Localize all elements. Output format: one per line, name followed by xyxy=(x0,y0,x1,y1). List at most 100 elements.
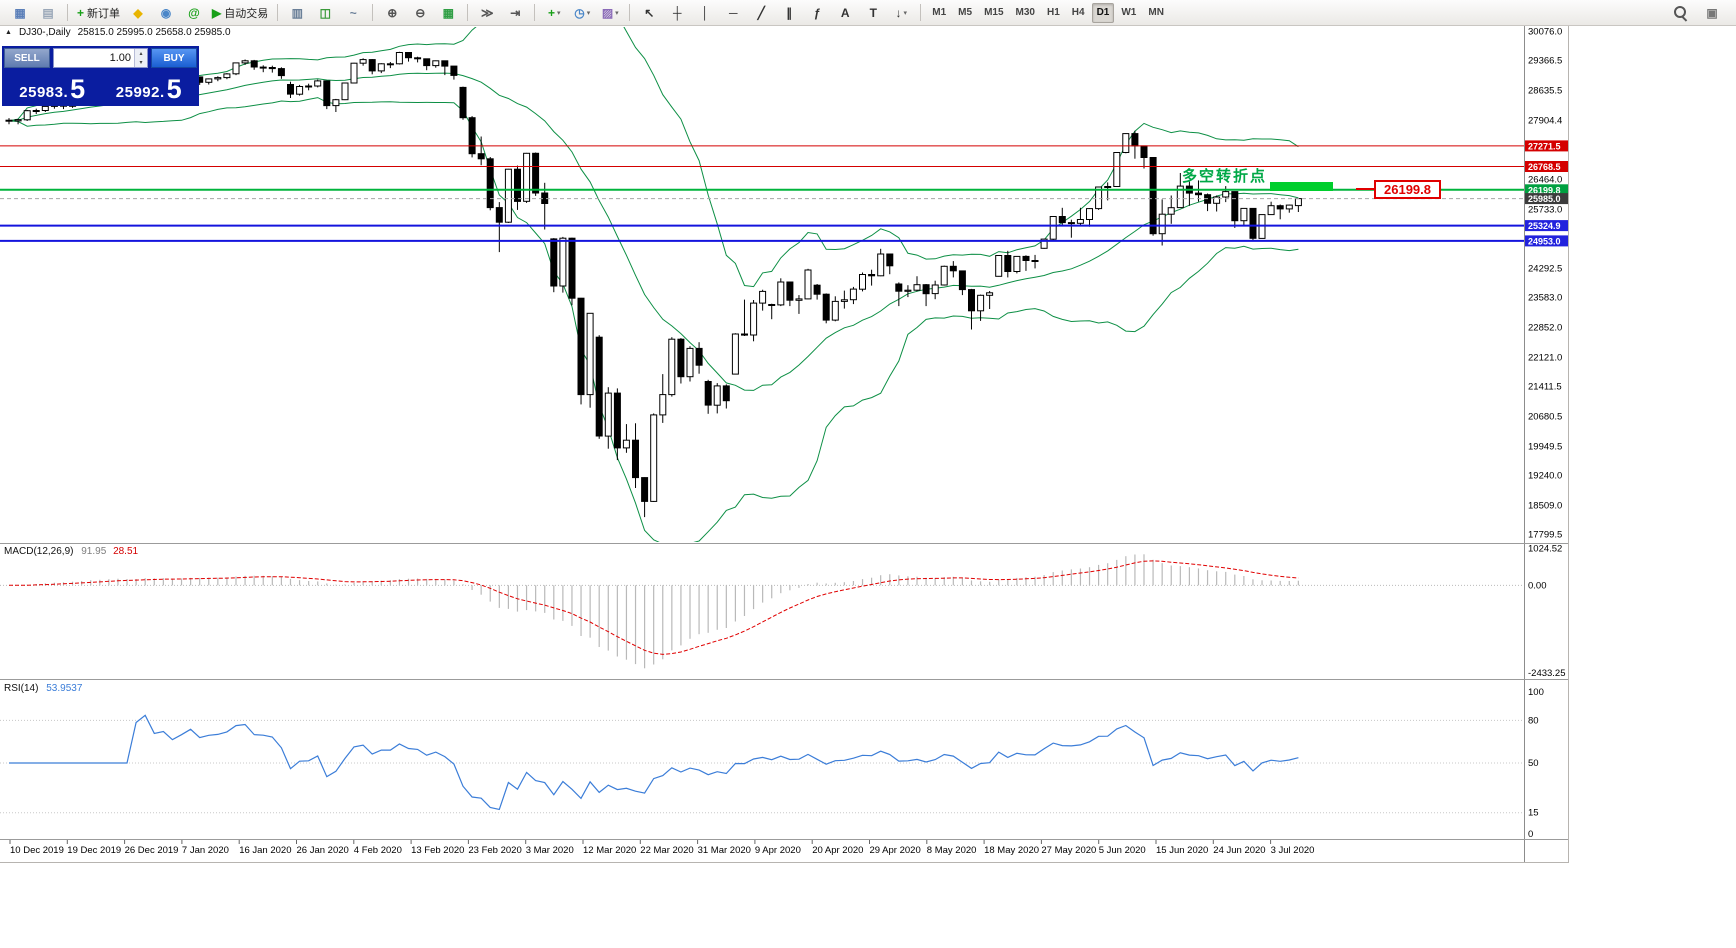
horizontal-line-icon-glyph: ─ xyxy=(728,5,738,20)
date-axis-label[interactable]: 5 Jun 2020 xyxy=(1099,845,1146,856)
autotrading-button[interactable]: ▶ 自动交易 xyxy=(209,2,271,24)
market-icon[interactable]: ◉ xyxy=(153,2,179,24)
templates-icon[interactable]: ▨ ▾ xyxy=(597,2,623,24)
tf-m30[interactable]: M30 xyxy=(1011,3,1040,23)
date-axis-label[interactable]: 31 Mar 2020 xyxy=(698,845,751,856)
cursor-icon[interactable]: ↖ xyxy=(636,2,662,24)
indicators-icon-glyph: + xyxy=(547,5,555,20)
date-axis-label[interactable]: 4 Feb 2020 xyxy=(354,845,402,856)
bollinger-middle-band xyxy=(8,72,1299,391)
tf-h1[interactable]: H1 xyxy=(1042,3,1065,23)
rsi-value: 53.9537 xyxy=(46,683,83,694)
date-axis-label[interactable]: 20 Apr 2020 xyxy=(812,845,863,856)
crosshair-icon[interactable]: ┼ xyxy=(664,2,690,24)
date-axis-label[interactable]: 18 May 2020 xyxy=(984,845,1039,856)
turning-point-annotation[interactable]: 多空转折点 xyxy=(1182,168,1268,185)
zoom-out-icon-glyph: ⊖ xyxy=(415,5,426,20)
periods-icon[interactable]: ◷ ▾ xyxy=(569,2,595,24)
date-axis-label[interactable]: 12 Mar 2020 xyxy=(583,845,636,856)
date-axis-label[interactable]: 3 Mar 2020 xyxy=(526,845,574,856)
tile-windows-icon[interactable]: ▦ xyxy=(435,2,461,24)
date-axis-label[interactable]: 15 Jun 2020 xyxy=(1156,845,1208,856)
autotrading-button-glyph: ▶ xyxy=(212,5,222,20)
one-click-trading-panel: SELL 1.00 ▴ ▾ BUY 25983. 5 25992. 5 xyxy=(2,46,199,106)
search-icon[interactable] xyxy=(1667,2,1693,24)
volume-decrease-button[interactable]: ▾ xyxy=(135,58,147,67)
rsi-label: RSI(14) 53.9537 xyxy=(4,683,82,694)
toolbar-separator xyxy=(920,4,922,21)
price-tag-text: 26199.8 xyxy=(1528,185,1561,195)
chart-shift-icon-glyph: ⇥ xyxy=(510,5,521,20)
date-axis-label[interactable]: 24 Jun 2020 xyxy=(1213,845,1265,856)
new-order-button[interactable]: + 新订单 xyxy=(74,2,123,24)
horizontal-line-icon[interactable]: ─ xyxy=(720,2,746,24)
symbol-name: DJ30-,Daily xyxy=(18,27,71,38)
metaeditor-icon[interactable]: ◆ xyxy=(125,2,151,24)
date-axis-label[interactable]: 26 Jan 2020 xyxy=(297,845,349,856)
bar-chart-icon-glyph: ▥ xyxy=(291,5,303,20)
date-axis-label[interactable]: 9 Apr 2020 xyxy=(755,845,801,856)
date-axis-label[interactable]: 16 Jan 2020 xyxy=(239,845,291,856)
buy-price-button[interactable]: 25992. 5 xyxy=(101,68,198,104)
date-axis-label[interactable]: 23 Feb 2020 xyxy=(468,845,521,856)
profiles-icon[interactable]: ▤ xyxy=(35,2,61,24)
tf-m15[interactable]: M15 xyxy=(979,3,1008,23)
macd-axis-label: 1024.52 xyxy=(1528,544,1562,555)
date-axis-label[interactable]: 27 May 2020 xyxy=(1041,845,1096,856)
tf-w1[interactable]: W1 xyxy=(1116,3,1141,23)
chevron-down-icon: ▾ xyxy=(615,9,619,17)
candlestick-chart-icon[interactable]: ◫ xyxy=(312,2,338,24)
tf-d1-glyph: D1 xyxy=(1096,7,1110,18)
channel-icon-glyph: ∥ xyxy=(786,5,793,20)
tf-h4[interactable]: H4 xyxy=(1067,3,1090,23)
bar-chart-icon[interactable]: ▥ xyxy=(284,2,310,24)
chart-canvas[interactable]: 30076.0 29366.5 28635.5 27904.4 26464.0 25733… xyxy=(0,26,1568,862)
tf-mn[interactable]: MN xyxy=(1143,3,1169,23)
vertical-line-icon[interactable]: │ xyxy=(692,2,718,24)
date-axis-label[interactable]: 13 Feb 2020 xyxy=(411,845,464,856)
price-axis-label: 25733.0 xyxy=(1528,204,1562,215)
price-tag-text: 26768.5 xyxy=(1528,162,1561,172)
price-axis-label: 22121.0 xyxy=(1528,352,1562,363)
fibonacci-icon[interactable]: ƒ xyxy=(804,2,830,24)
tf-d1[interactable]: D1 xyxy=(1091,2,1115,23)
zoom-out-icon[interactable]: ⊖ xyxy=(407,2,433,24)
date-axis-label[interactable]: 19 Dec 2019 xyxy=(67,845,121,856)
trendline-icon[interactable]: ╱ xyxy=(748,2,774,24)
volume-increase-button[interactable]: ▴ xyxy=(135,49,147,58)
volume-value[interactable]: 1.00 xyxy=(109,52,131,64)
trade-panel-toggle-icon[interactable]: ▲ xyxy=(5,29,12,36)
chart-shift-icon[interactable]: ⇥ xyxy=(502,2,528,24)
date-axis-label[interactable]: 10 Dec 2019 xyxy=(10,845,64,856)
date-axis-label[interactable]: 3 Jul 2020 xyxy=(1271,845,1315,856)
text-icon[interactable]: A xyxy=(832,2,858,24)
tf-m1[interactable]: M1 xyxy=(927,3,951,23)
quick-panel-icon[interactable]: ▣ xyxy=(1699,2,1725,24)
tf-m5[interactable]: M5 xyxy=(953,3,977,23)
line-chart-icon[interactable]: ~ xyxy=(340,2,366,24)
zoom-in-icon[interactable]: ⊕ xyxy=(379,2,405,24)
label-icon[interactable]: T xyxy=(860,2,886,24)
date-axis-label[interactable]: 22 Mar 2020 xyxy=(640,845,693,856)
volume-field[interactable]: 1.00 ▴ ▾ xyxy=(53,48,148,68)
date-axis-label[interactable]: 8 May 2020 xyxy=(927,845,977,856)
sell-button[interactable]: SELL xyxy=(4,48,50,68)
community-icon[interactable]: @ xyxy=(181,2,207,24)
sell-price-button[interactable]: 25983. 5 xyxy=(4,68,101,104)
profiles-icon-glyph: ▤ xyxy=(42,5,54,20)
date-axis-label[interactable]: 7 Jan 2020 xyxy=(182,845,229,856)
buy-button[interactable]: BUY xyxy=(151,48,197,68)
chart-window[interactable]: 30076.0 29366.5 28635.5 27904.4 26464.0 25733… xyxy=(0,26,1569,863)
channel-icon[interactable]: ∥ xyxy=(776,2,802,24)
new-chart-icon[interactable]: ▦ xyxy=(7,2,33,24)
templates-icon-glyph: ▨ xyxy=(601,5,614,20)
indicators-icon[interactable]: + ▾ xyxy=(541,2,567,24)
green-highlight-rectangle[interactable] xyxy=(1270,182,1333,191)
date-axis-label[interactable]: 26 Dec 2019 xyxy=(125,845,179,856)
periods-icon-glyph: ◷ xyxy=(574,5,585,20)
price-callout-label[interactable]: 26199.8 xyxy=(1374,180,1441,199)
arrows-icon[interactable]: ↓ ▾ xyxy=(888,2,914,24)
auto-scroll-icon[interactable]: ≫ xyxy=(474,2,500,24)
date-axis-label[interactable]: 29 Apr 2020 xyxy=(870,845,921,856)
chevron-down-icon: ▾ xyxy=(557,9,561,17)
